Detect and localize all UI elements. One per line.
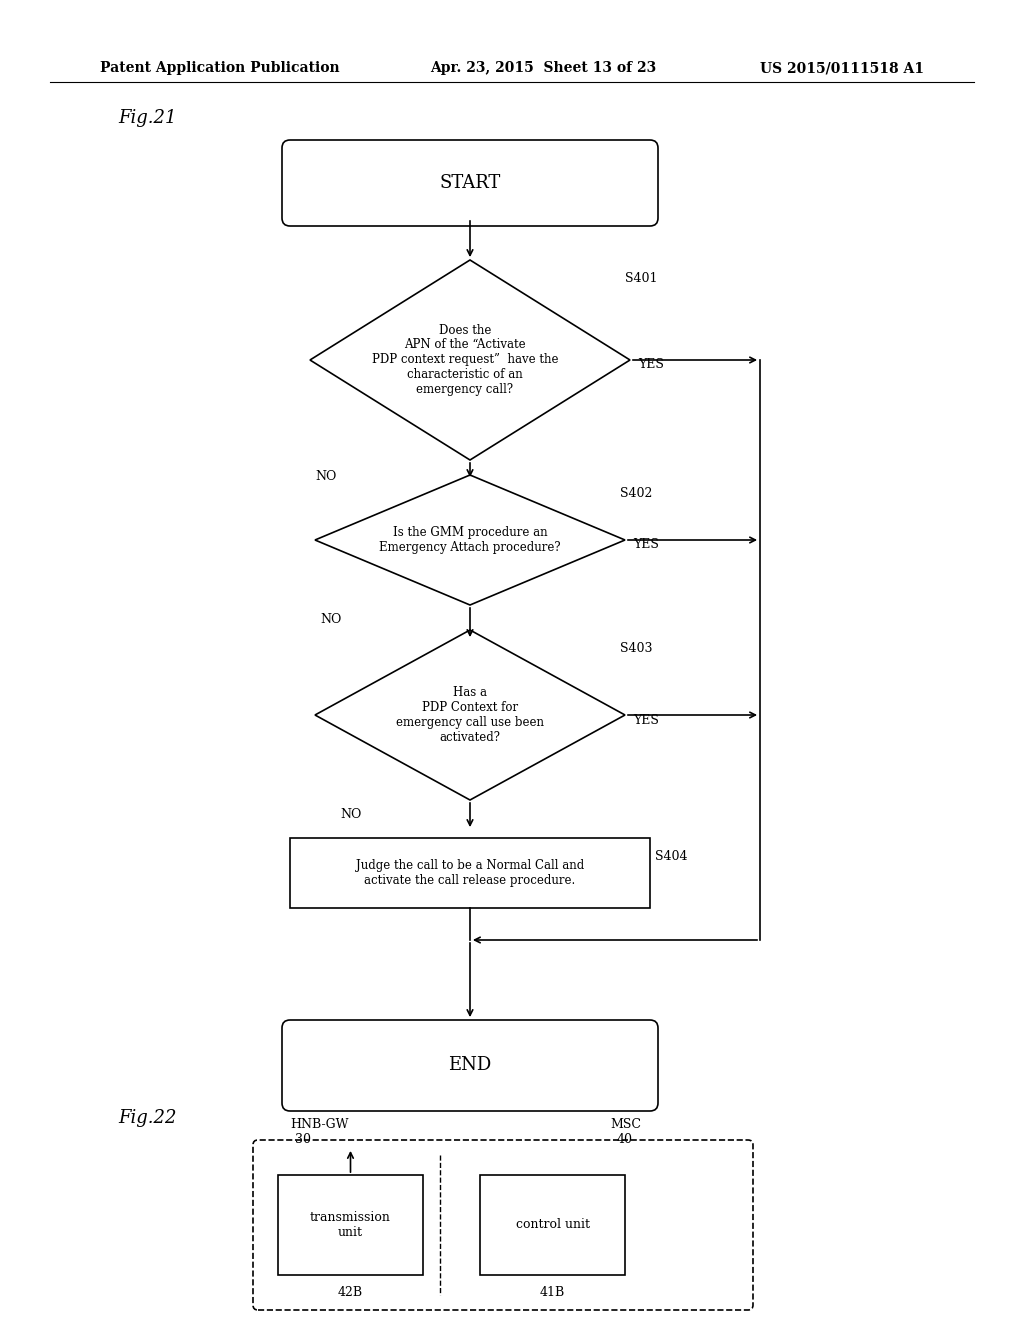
Text: MSC: MSC bbox=[610, 1118, 641, 1131]
Text: 40: 40 bbox=[617, 1133, 633, 1146]
Text: Does the
APN of the “Activate
PDP context request”  have the
characteristic of a: Does the APN of the “Activate PDP contex… bbox=[372, 323, 558, 396]
Text: Judge the call to be a Normal Call and
activate the call release procedure.: Judge the call to be a Normal Call and a… bbox=[356, 859, 584, 887]
Text: US 2015/0111518 A1: US 2015/0111518 A1 bbox=[760, 61, 924, 75]
Text: 41B: 41B bbox=[540, 1287, 565, 1299]
Text: control unit: control unit bbox=[515, 1218, 590, 1232]
Text: S403: S403 bbox=[620, 642, 652, 655]
Text: Apr. 23, 2015  Sheet 13 of 23: Apr. 23, 2015 Sheet 13 of 23 bbox=[430, 61, 656, 75]
Bar bbox=[480, 1175, 625, 1275]
Text: YES: YES bbox=[633, 714, 658, 726]
Text: NO: NO bbox=[315, 470, 336, 483]
Polygon shape bbox=[315, 630, 625, 800]
Text: Fig.21: Fig.21 bbox=[118, 110, 176, 127]
FancyBboxPatch shape bbox=[282, 1020, 658, 1111]
Text: START: START bbox=[439, 174, 501, 191]
Text: 42B: 42B bbox=[338, 1287, 364, 1299]
Text: NO: NO bbox=[340, 808, 361, 821]
Bar bbox=[290, 838, 650, 908]
Text: Is the GMM procedure an
Emergency Attach procedure?: Is the GMM procedure an Emergency Attach… bbox=[379, 525, 561, 554]
Text: YES: YES bbox=[633, 539, 658, 552]
Text: transmission
unit: transmission unit bbox=[310, 1210, 391, 1239]
Text: 30: 30 bbox=[295, 1133, 311, 1146]
Text: S402: S402 bbox=[620, 487, 652, 500]
FancyBboxPatch shape bbox=[253, 1140, 753, 1309]
Text: Has a
PDP Context for
emergency call use been
activated?: Has a PDP Context for emergency call use… bbox=[396, 686, 544, 744]
Text: Patent Application Publication: Patent Application Publication bbox=[100, 61, 340, 75]
Bar bbox=[278, 1175, 423, 1275]
Text: Fig.22: Fig.22 bbox=[118, 1109, 176, 1127]
Text: S401: S401 bbox=[625, 272, 657, 285]
Polygon shape bbox=[315, 475, 625, 605]
Text: YES: YES bbox=[638, 359, 664, 371]
Text: HNB-GW: HNB-GW bbox=[290, 1118, 348, 1131]
Polygon shape bbox=[310, 260, 630, 459]
Text: END: END bbox=[449, 1056, 492, 1074]
FancyBboxPatch shape bbox=[282, 140, 658, 226]
Text: NO: NO bbox=[319, 612, 341, 626]
Text: S404: S404 bbox=[655, 850, 687, 863]
